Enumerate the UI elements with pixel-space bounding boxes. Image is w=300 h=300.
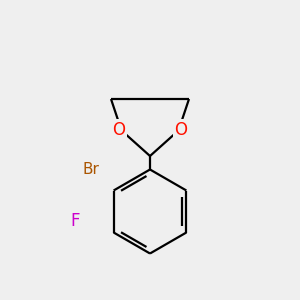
Text: O: O [112, 121, 126, 139]
Text: Br: Br [82, 162, 99, 177]
Text: F: F [70, 212, 80, 230]
Text: O: O [174, 121, 188, 139]
